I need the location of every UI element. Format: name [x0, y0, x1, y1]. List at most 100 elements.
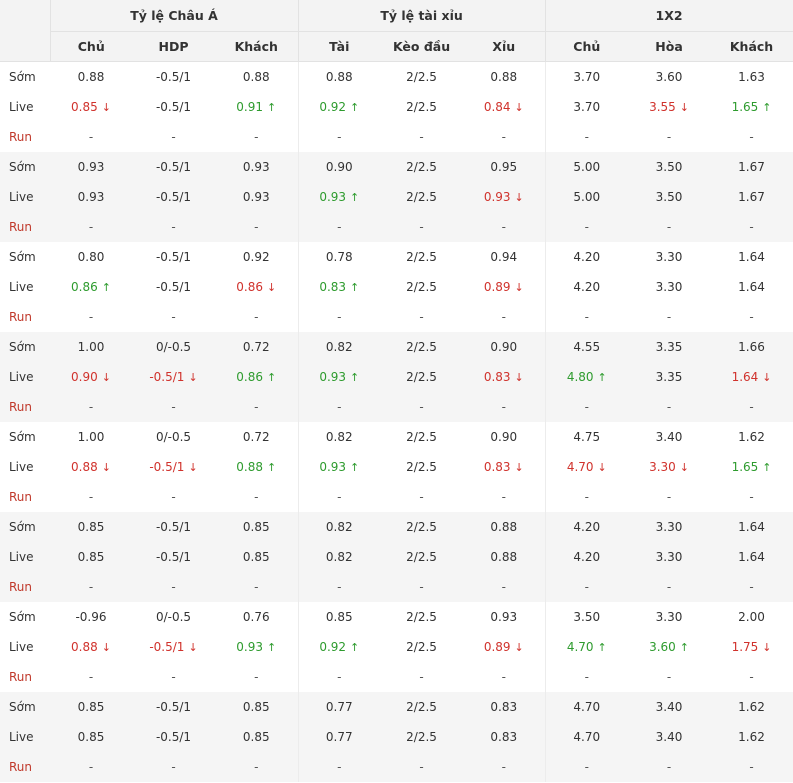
odds-cell[interactable]: 1.64	[710, 511, 793, 542]
odds-cell[interactable]: 3.30	[628, 242, 710, 272]
odds-cell[interactable]: 1.64 ↓	[710, 361, 793, 392]
odds-cell[interactable]: 3.60	[628, 62, 710, 92]
odds-cell[interactable]: 2/2.5	[380, 721, 464, 752]
odds-cell[interactable]: 3.30	[628, 541, 711, 572]
odds-cell[interactable]: 3.55 ↓	[628, 92, 710, 122]
odds-cell[interactable]: 3.50	[545, 602, 628, 632]
odds-cell[interactable]: 2/2.5	[380, 181, 464, 212]
odds-cell[interactable]: 2/2.5	[380, 691, 464, 722]
odds-cell[interactable]: 2/2.5	[380, 541, 464, 572]
odds-cell[interactable]: 0.85	[298, 602, 380, 632]
odds-cell[interactable]: 1.62	[710, 721, 793, 752]
odds-cell[interactable]: 4.55	[545, 331, 629, 362]
odds-cell[interactable]: 0.93 ↓	[463, 181, 546, 212]
odds-cell[interactable]: -0.5/1	[132, 151, 215, 182]
odds-cell[interactable]: 0.85	[215, 721, 299, 752]
odds-cell[interactable]: 3.40	[628, 721, 711, 752]
odds-cell[interactable]: 4.20	[545, 242, 628, 272]
odds-cell[interactable]: 0.82	[298, 422, 380, 452]
odds-cell[interactable]: 0.93 ↑	[298, 361, 381, 392]
odds-cell[interactable]: 2/2.5	[380, 151, 464, 182]
odds-cell[interactable]: 0.85	[215, 511, 299, 542]
odds-cell[interactable]: -0.5/1 ↓	[132, 632, 215, 662]
odds-cell[interactable]: 0.88	[50, 62, 132, 92]
odds-cell[interactable]: 0.88	[215, 61, 299, 92]
odds-cell[interactable]: 0.83 ↓	[463, 451, 546, 482]
odds-cell[interactable]: 0.93	[463, 601, 546, 632]
odds-cell[interactable]: 0.85	[215, 541, 299, 572]
odds-cell[interactable]: 3.50	[628, 181, 711, 212]
odds-cell[interactable]: 3.40	[628, 691, 711, 722]
odds-cell[interactable]: 3.70	[545, 62, 628, 92]
odds-cell[interactable]: 1.75 ↓	[710, 632, 793, 662]
odds-cell[interactable]: 3.30	[628, 602, 710, 632]
odds-cell[interactable]: 2/2.5	[380, 242, 463, 272]
odds-cell[interactable]: 2/2.5	[380, 511, 464, 542]
odds-cell[interactable]: 0.82	[298, 541, 381, 572]
odds-cell[interactable]: -0.5/1 ↓	[132, 452, 215, 482]
odds-cell[interactable]: 3.50	[628, 151, 711, 182]
odds-cell[interactable]: 0.88 ↑	[215, 451, 299, 482]
odds-cell[interactable]: -0.5/1	[132, 721, 215, 752]
odds-cell[interactable]: 1.65 ↑	[710, 452, 793, 482]
odds-cell[interactable]: -0.5/1	[132, 272, 215, 302]
odds-cell[interactable]: 4.70	[545, 691, 629, 722]
odds-cell[interactable]: 1.63	[710, 62, 793, 92]
odds-cell[interactable]: -0.5/1	[132, 181, 215, 212]
odds-cell[interactable]: 0.82	[298, 511, 381, 542]
odds-cell[interactable]: 1.00	[50, 331, 132, 362]
odds-cell[interactable]: 0.85	[50, 691, 132, 722]
odds-cell[interactable]: 0.88	[298, 62, 380, 92]
odds-cell[interactable]: 4.75	[545, 422, 628, 452]
odds-cell[interactable]: 0.85	[50, 721, 132, 752]
odds-cell[interactable]: -0.5/1	[132, 691, 215, 722]
odds-cell[interactable]: 5.00	[545, 181, 629, 212]
odds-cell[interactable]: 0.93	[215, 151, 299, 182]
odds-cell[interactable]: 0.88 ↓	[50, 452, 132, 482]
odds-cell[interactable]: 0.92	[215, 241, 299, 272]
odds-cell[interactable]: 2/2.5	[380, 632, 463, 662]
odds-cell[interactable]: 3.60 ↑	[628, 632, 710, 662]
odds-cell[interactable]: 4.20	[545, 541, 629, 572]
odds-cell[interactable]: 2.00	[710, 602, 793, 632]
odds-cell[interactable]: 1.62	[710, 422, 793, 452]
odds-cell[interactable]: 0.86 ↓	[215, 271, 299, 302]
odds-cell[interactable]: 0.88	[463, 61, 546, 92]
odds-cell[interactable]: 1.67	[710, 151, 793, 182]
odds-cell[interactable]: 0.86 ↑	[50, 272, 132, 302]
odds-cell[interactable]: 3.35	[628, 361, 711, 392]
odds-cell[interactable]: 3.30 ↓	[628, 452, 710, 482]
odds-cell[interactable]: 0.90	[463, 331, 546, 362]
odds-cell[interactable]: 0.93 ↑	[298, 181, 381, 212]
odds-cell[interactable]: 0.72	[215, 331, 299, 362]
odds-cell[interactable]: 0.93	[50, 151, 132, 182]
odds-cell[interactable]: 1.64	[710, 272, 793, 302]
odds-cell[interactable]: 0.86 ↑	[215, 361, 299, 392]
odds-cell[interactable]: 0.77	[298, 721, 381, 752]
odds-cell[interactable]: 0.72	[215, 421, 299, 452]
odds-cell[interactable]: 0.90	[463, 421, 546, 452]
odds-cell[interactable]: 0.92 ↑	[298, 92, 380, 122]
odds-cell[interactable]: 0.89 ↓	[463, 271, 546, 302]
odds-cell[interactable]: 0.83 ↓	[463, 361, 546, 392]
odds-cell[interactable]: 1.64	[710, 242, 793, 272]
odds-cell[interactable]: 0.83 ↑	[298, 272, 380, 302]
odds-cell[interactable]: 0.83	[463, 721, 546, 752]
odds-cell[interactable]: 4.80 ↑	[545, 361, 629, 392]
odds-cell[interactable]: 0.85	[215, 691, 299, 722]
odds-cell[interactable]: 0.95	[463, 151, 546, 182]
odds-cell[interactable]: 3.30	[628, 511, 711, 542]
odds-cell[interactable]: 4.70 ↓	[545, 452, 628, 482]
odds-cell[interactable]: -0.5/1 ↓	[132, 361, 215, 392]
odds-cell[interactable]: 2/2.5	[380, 272, 463, 302]
odds-cell[interactable]: 2/2.5	[380, 602, 463, 632]
odds-cell[interactable]: 2/2.5	[380, 452, 463, 482]
odds-cell[interactable]: 0/-0.5	[132, 422, 215, 452]
odds-cell[interactable]: 0.92 ↑	[298, 632, 380, 662]
odds-cell[interactable]: -0.5/1	[132, 62, 215, 92]
odds-cell[interactable]: 0.80	[50, 242, 132, 272]
odds-cell[interactable]: -0.5/1	[132, 92, 215, 122]
odds-cell[interactable]: 0.93 ↑	[298, 452, 380, 482]
odds-cell[interactable]: 2/2.5	[380, 331, 464, 362]
odds-cell[interactable]: 0.91 ↑	[215, 91, 299, 122]
